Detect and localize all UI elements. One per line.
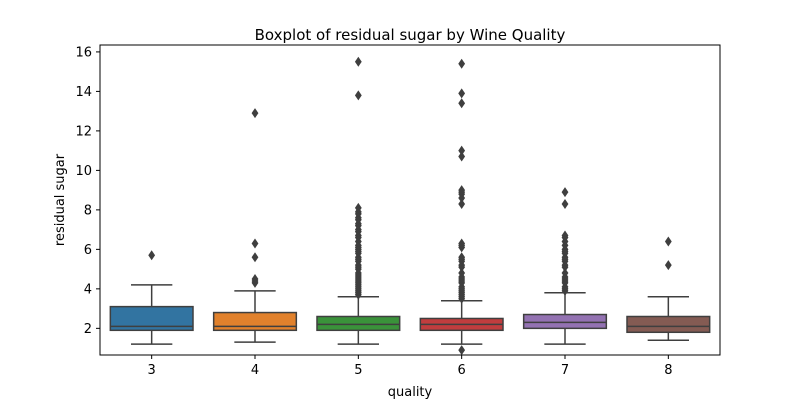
- plot-frame: [99, 44, 721, 356]
- outlier-point: [458, 252, 466, 263]
- y-tick-label: 2: [84, 322, 92, 337]
- y-axis: 2 4 6 8 10 12 14 16: [75, 45, 100, 337]
- outlier-point: [458, 198, 466, 209]
- outlier-point: [458, 145, 466, 156]
- y-tick-label: 6: [84, 243, 92, 258]
- y-tick-label: 12: [75, 124, 92, 139]
- box-group-quality-3: [109, 250, 194, 345]
- outlier-point: [664, 236, 672, 247]
- outlier-point: [458, 58, 466, 69]
- outlier-point: [561, 230, 569, 241]
- x-axis-label: quality: [388, 385, 433, 400]
- outlier-point: [664, 260, 672, 271]
- box-iqr: [626, 315, 711, 334]
- box-group-quality-5: [316, 56, 401, 345]
- outlier-point: [458, 98, 466, 109]
- x-tick-label: 5: [354, 363, 362, 378]
- box-group-quality-7: [522, 187, 608, 345]
- outlier-point: [458, 151, 466, 162]
- box-iqr: [316, 315, 401, 332]
- box-iqr: [109, 305, 194, 332]
- y-tick-label: 8: [84, 203, 92, 218]
- outlier-point: [458, 268, 466, 279]
- outlier-point: [354, 56, 362, 67]
- x-tick-label: 6: [458, 363, 466, 378]
- outlier-point: [354, 202, 362, 213]
- outlier-point: [458, 185, 466, 196]
- x-tick-label: 8: [664, 363, 672, 378]
- outlier-point: [354, 90, 362, 101]
- outlier-point: [251, 252, 259, 263]
- y-tick-label: 4: [84, 282, 92, 297]
- y-tick-label: 16: [75, 45, 92, 60]
- box-iqr: [212, 311, 298, 332]
- outlier-point: [251, 108, 259, 119]
- plot-area: [109, 56, 711, 356]
- outlier-point: [458, 88, 466, 99]
- outlier-point: [458, 345, 466, 356]
- y-tick-label: 10: [75, 164, 92, 179]
- outlier-point: [148, 250, 156, 261]
- y-tick-label: 14: [75, 85, 92, 100]
- x-axis: 3 4 5 6 7 8: [148, 355, 672, 378]
- y-axis-label: residual sugar: [53, 153, 68, 246]
- outlier-point: [561, 268, 569, 279]
- x-tick-label: 7: [561, 363, 569, 378]
- box-iqr: [522, 313, 608, 330]
- outlier-point: [561, 198, 569, 209]
- x-tick-label: 4: [251, 363, 259, 378]
- outlier-point: [251, 273, 259, 284]
- x-tick-label: 3: [148, 363, 156, 378]
- chart-title: Boxplot of residual sugar by Wine Qualit…: [255, 26, 566, 44]
- outlier-point: [458, 238, 466, 249]
- outlier-point: [251, 238, 259, 249]
- box-group-quality-8: [626, 236, 711, 341]
- outlier-point: [561, 187, 569, 198]
- box-group-quality-6: [419, 58, 504, 356]
- box-group-quality-4: [212, 108, 298, 343]
